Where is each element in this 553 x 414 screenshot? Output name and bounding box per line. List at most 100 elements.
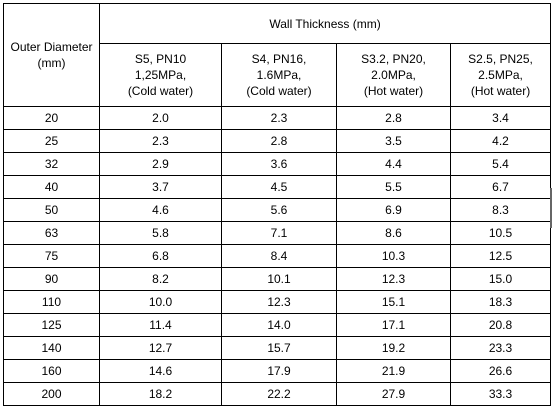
outer-diameter-cell: 40 bbox=[3, 175, 100, 199]
column-header-line: 1,25MPa, bbox=[134, 68, 187, 82]
thickness-cell: 10.3 bbox=[336, 244, 451, 268]
header-row-sub: S5, PN10 1,25MPa, (Cold water) S4, PN16,… bbox=[4, 43, 552, 107]
thickness-cell: 18.2 bbox=[99, 382, 222, 406]
column-header-line: S5, PN10 bbox=[134, 52, 187, 66]
thickness-cell: 2.3 bbox=[221, 106, 337, 130]
outer-diameter-header-line-1: Outer Diameter bbox=[10, 40, 93, 54]
thickness-cell: 5.6 bbox=[221, 198, 337, 222]
thickness-cell: 20.8 bbox=[449, 313, 552, 337]
outer-diameter-cell: 140 bbox=[3, 336, 100, 360]
thickness-cell: 3.5 bbox=[336, 129, 451, 153]
outer-diameter-cell: 25 bbox=[3, 129, 100, 153]
table-row: 75 6.8 8.4 10.3 12.5 bbox=[3, 244, 552, 268]
column-header-s2-5: S2.5, PN25, 2.5MPa, (Hot water) bbox=[449, 43, 552, 107]
column-header-line: (Cold water) bbox=[127, 84, 194, 98]
outer-diameter-cell: 63 bbox=[3, 221, 100, 245]
wall-thickness-table: Outer Diameter (mm) Wall Thickness (mm) … bbox=[3, 3, 552, 406]
outer-diameter-cell: 90 bbox=[3, 267, 100, 291]
thickness-cell: 15.7 bbox=[221, 336, 337, 360]
thickness-cell: 21.9 bbox=[336, 359, 451, 383]
outer-diameter-cell: 50 bbox=[3, 198, 100, 222]
thickness-cell: 14.0 bbox=[221, 313, 337, 337]
thickness-cell: 6.7 bbox=[449, 175, 552, 199]
table-row: 20 2.0 2.3 2.8 3.4 bbox=[3, 106, 552, 130]
thickness-cell: 6.8 bbox=[99, 244, 222, 268]
column-header-line: 1.6MPa, bbox=[256, 68, 302, 82]
table-row: 160 14.6 17.9 21.9 26.6 bbox=[3, 359, 552, 383]
thickness-cell: 8.6 bbox=[336, 221, 451, 245]
thickness-cell: 12.3 bbox=[336, 267, 451, 291]
thickness-cell: 27.9 bbox=[336, 382, 451, 406]
thickness-cell: 15.1 bbox=[336, 290, 451, 314]
thickness-cell: 7.1 bbox=[221, 221, 337, 245]
thickness-cell: 3.4 bbox=[449, 106, 552, 130]
scrollbar-thumb[interactable] bbox=[550, 188, 552, 228]
outer-diameter-cell: 110 bbox=[3, 290, 100, 314]
thickness-cell: 4.2 bbox=[449, 129, 552, 153]
thickness-cell: 26.6 bbox=[449, 359, 552, 383]
thickness-cell: 2.8 bbox=[336, 106, 451, 130]
column-header-line: 2.0MPa, bbox=[371, 68, 416, 82]
outer-diameter-cell: 75 bbox=[3, 244, 100, 268]
thickness-cell: 2.9 bbox=[99, 152, 222, 176]
thickness-cell: 19.2 bbox=[336, 336, 451, 360]
thickness-cell: 3.7 bbox=[99, 175, 222, 199]
column-header-line: (Hot water) bbox=[363, 84, 424, 98]
thickness-cell: 33.3 bbox=[449, 382, 552, 406]
thickness-cell: 8.4 bbox=[221, 244, 337, 268]
column-header-line: S3.2, PN20, bbox=[361, 52, 426, 66]
thickness-cell: 10.0 bbox=[99, 290, 222, 314]
thickness-cell: 12.7 bbox=[99, 336, 222, 360]
column-header-line: (Cold water) bbox=[246, 84, 312, 98]
table-row: 50 4.6 5.6 6.9 8.3 bbox=[3, 198, 552, 222]
outer-diameter-cell: 20 bbox=[3, 106, 100, 130]
wall-thickness-header: Wall Thickness (mm) bbox=[98, 3, 552, 44]
thickness-cell: 5.4 bbox=[449, 152, 552, 176]
thickness-cell: 8.2 bbox=[99, 267, 222, 291]
thickness-cell: 18.3 bbox=[449, 290, 552, 314]
thickness-cell: 2.3 bbox=[99, 129, 222, 153]
column-header-line: (Hot water) bbox=[470, 84, 531, 98]
column-header-line: 2.5MPa, bbox=[478, 68, 523, 82]
table-row: 90 8.2 10.1 12.3 15.0 bbox=[3, 267, 552, 291]
table-row: 140 12.7 15.7 19.2 23.3 bbox=[3, 336, 552, 360]
thickness-cell: 6.9 bbox=[336, 198, 451, 222]
thickness-cell: 8.3 bbox=[449, 198, 552, 222]
thickness-cell: 17.1 bbox=[336, 313, 451, 337]
thickness-cell: 2.0 bbox=[99, 106, 222, 130]
thickness-cell: 4.4 bbox=[336, 152, 451, 176]
outer-diameter-header: Outer Diameter (mm) bbox=[3, 3, 100, 107]
thickness-cell: 5.5 bbox=[336, 175, 451, 199]
thickness-cell: 22.2 bbox=[221, 382, 337, 406]
thickness-cell: 14.6 bbox=[99, 359, 222, 383]
header-row-top: Outer Diameter (mm) Wall Thickness (mm) bbox=[3, 3, 552, 107]
thickness-cell: 12.5 bbox=[449, 244, 552, 268]
table-row: 40 3.7 4.5 5.5 6.7 bbox=[3, 175, 552, 199]
thickness-cell: 2.8 bbox=[221, 129, 337, 153]
outer-diameter-cell: 200 bbox=[3, 382, 100, 406]
outer-diameter-cell: 125 bbox=[3, 313, 100, 337]
table-row: 110 10.0 12.3 15.1 18.3 bbox=[3, 290, 552, 314]
table-row: 25 2.3 2.8 3.5 4.2 bbox=[3, 129, 552, 153]
thickness-cell: 4.5 bbox=[221, 175, 337, 199]
column-header-s3-2: S3.2, PN20, 2.0MPa, (Hot water) bbox=[336, 43, 451, 107]
column-header-s5: S5, PN10 1,25MPa, (Cold water) bbox=[99, 43, 222, 107]
table-row: 32 2.9 3.6 4.4 5.4 bbox=[3, 152, 552, 176]
outer-diameter-cell: 32 bbox=[3, 152, 100, 176]
thickness-cell: 15.0 bbox=[449, 267, 552, 291]
thickness-cell: 10.1 bbox=[221, 267, 337, 291]
thickness-cell: 12.3 bbox=[221, 290, 337, 314]
thickness-cell: 23.3 bbox=[449, 336, 552, 360]
column-header-s4: S4, PN16, 1.6MPa, (Cold water) bbox=[221, 43, 337, 107]
table-row: 125 11.4 14.0 17.1 20.8 bbox=[3, 313, 552, 337]
thickness-cell: 11.4 bbox=[99, 313, 222, 337]
table-row: 200 18.2 22.2 27.9 33.3 bbox=[3, 382, 552, 406]
thickness-cell: 5.8 bbox=[99, 221, 222, 245]
thickness-cell: 10.5 bbox=[449, 221, 552, 245]
column-header-line: S2.5, PN25, bbox=[468, 52, 533, 66]
thickness-cell: 4.6 bbox=[99, 198, 222, 222]
column-header-line: S4, PN16, bbox=[251, 52, 307, 66]
table-row: 63 5.8 7.1 8.6 10.5 bbox=[3, 221, 552, 245]
outer-diameter-cell: 160 bbox=[3, 359, 100, 383]
thickness-cell: 17.9 bbox=[221, 359, 337, 383]
